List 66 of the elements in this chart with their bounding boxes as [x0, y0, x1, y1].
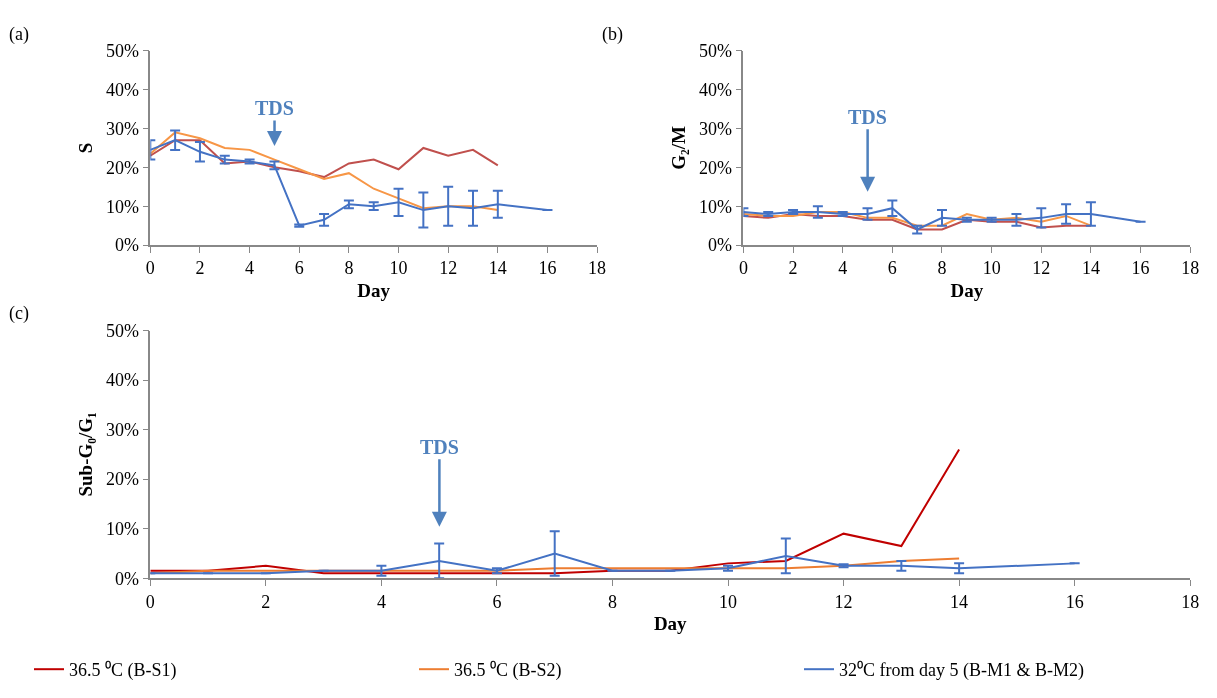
y-tick-label: 0%	[708, 235, 733, 256]
x-tick-label: 8	[344, 258, 354, 279]
x-tick-label: 12	[439, 258, 458, 279]
y-tick-label: 10%	[105, 196, 139, 217]
y-tick-label: 10%	[699, 196, 733, 217]
x-tick-label: 18	[1181, 591, 1200, 612]
y-tick-label: 30%	[699, 118, 733, 139]
x-tick-label: 2	[195, 258, 205, 279]
y-axis-title: S	[75, 142, 97, 154]
x-tick-label: 4	[376, 591, 386, 612]
legend-label: 32⁰C from day 5 (B-M1 & B-M2)	[839, 660, 1084, 682]
y-tick-label: 10%	[105, 518, 139, 539]
x-tick-label: 18	[588, 258, 607, 279]
x-tick-label: 6	[887, 258, 897, 279]
x-tick-label: 2	[788, 258, 798, 279]
x-tick-label: 14	[950, 591, 969, 612]
y-axis-title: Sub-G₀/G₁	[75, 412, 97, 497]
x-tick-label: 16	[538, 258, 557, 279]
annotation: TDS	[848, 106, 887, 128]
annotation: TDS	[420, 436, 459, 458]
y-tick-label: 20%	[105, 157, 139, 178]
chart-title: (a)	[9, 24, 29, 45]
line-series	[150, 131, 499, 212]
line-series	[743, 211, 1092, 227]
chart-title: (b)	[602, 24, 623, 45]
y-tick-label: 20%	[105, 469, 139, 490]
y-axis-title: G₂/M	[668, 126, 690, 170]
x-axis-title: Day	[357, 279, 391, 301]
y-tick-label: 30%	[105, 419, 139, 440]
x-tick-label: 4	[838, 258, 848, 279]
x-tick-label: 18	[1181, 258, 1200, 279]
x-tick-label: 2	[261, 591, 271, 612]
y-tick-label: 30%	[105, 118, 139, 139]
y-tick-label: 0%	[114, 235, 139, 256]
y-tick-label: 40%	[105, 79, 139, 100]
x-axis-title: Day	[950, 279, 984, 301]
y-tick-label: 0%	[114, 568, 139, 589]
x-tick-label: 6	[492, 591, 502, 612]
legend-label: 36.5 ⁰C (B-S2)	[454, 660, 562, 682]
y-tick-label: 50%	[699, 41, 733, 62]
x-tick-label: 6	[294, 258, 304, 279]
y-tick-label: 50%	[105, 320, 139, 341]
x-tick-label: 14	[488, 258, 507, 279]
x-tick-label: 10	[719, 591, 738, 612]
x-tick-label: 12	[1032, 258, 1051, 279]
x-tick-label: 16	[1065, 591, 1084, 612]
line-series	[150, 139, 499, 179]
x-tick-label: 10	[389, 258, 408, 279]
y-tick-label: 20%	[699, 157, 733, 178]
x-tick-label: 0	[145, 258, 155, 279]
annotation: TDS	[255, 97, 294, 119]
y-tick-label: 40%	[699, 79, 733, 100]
y-tick-label: 40%	[105, 370, 139, 391]
x-tick-label: 12	[834, 591, 853, 612]
legend-label: 36.5 ⁰C (B-S1)	[69, 660, 177, 682]
x-tick-label: 16	[1131, 258, 1150, 279]
x-tick-label: 10	[982, 258, 1001, 279]
x-axis-title: Day	[653, 612, 688, 634]
x-tick-label: 0	[145, 591, 155, 612]
x-tick-label: 8	[937, 258, 947, 279]
y-tick-label: 50%	[105, 41, 139, 62]
x-tick-label: 4	[245, 258, 255, 279]
x-tick-label: 14	[1081, 258, 1100, 279]
x-tick-label: 0	[738, 258, 748, 279]
x-tick-label: 8	[607, 591, 617, 612]
chart-title: (c)	[9, 303, 29, 324]
